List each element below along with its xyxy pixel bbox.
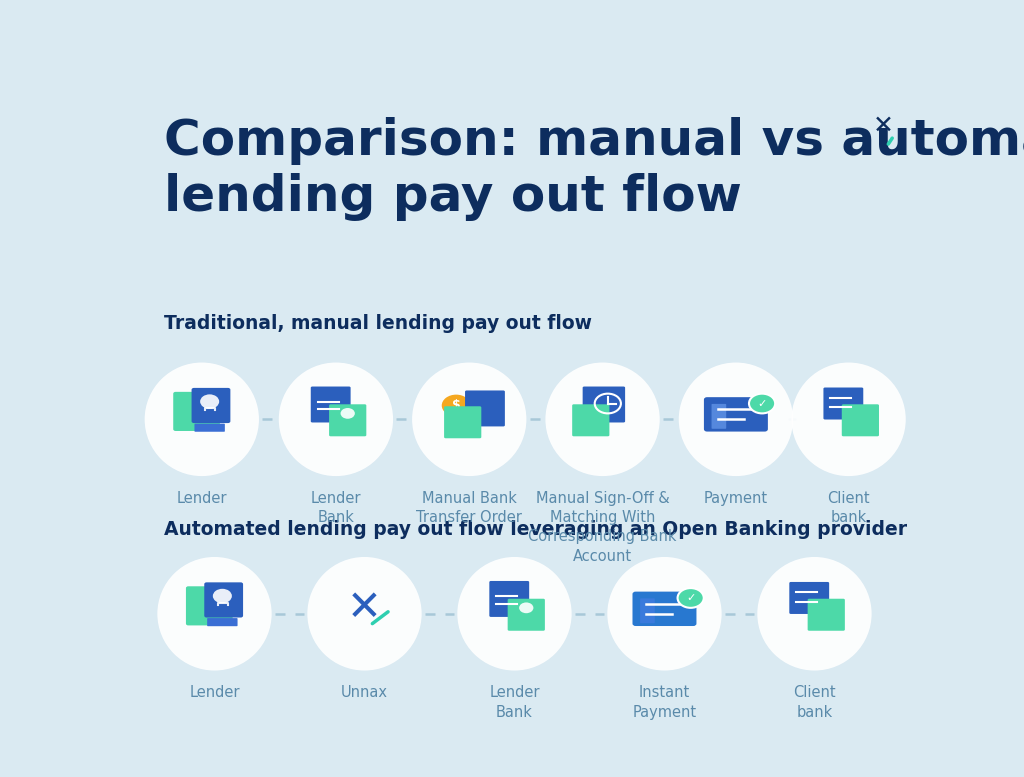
FancyBboxPatch shape	[633, 591, 696, 626]
Text: Lender
Bank: Lender Bank	[489, 685, 540, 720]
Text: Lender: Lender	[176, 491, 227, 506]
Text: Lender
Bank: Lender Bank	[310, 491, 361, 525]
FancyBboxPatch shape	[207, 618, 238, 626]
FancyBboxPatch shape	[703, 397, 768, 431]
FancyBboxPatch shape	[329, 404, 367, 437]
Ellipse shape	[679, 363, 793, 476]
Circle shape	[200, 395, 219, 409]
Text: Payment: Payment	[703, 491, 768, 506]
Circle shape	[749, 394, 775, 413]
Text: Traditional, manual lending pay out flow: Traditional, manual lending pay out flow	[164, 314, 592, 333]
Text: Client
bank: Client bank	[827, 491, 870, 525]
Ellipse shape	[307, 557, 422, 671]
FancyBboxPatch shape	[186, 587, 232, 625]
FancyBboxPatch shape	[204, 582, 243, 618]
Circle shape	[519, 602, 534, 613]
Text: Client
bank: Client bank	[794, 685, 836, 720]
Ellipse shape	[607, 557, 722, 671]
FancyBboxPatch shape	[823, 388, 863, 420]
Text: ✕: ✕	[347, 587, 382, 629]
Text: Automated lending pay out flow leveraging an Open Banking provider: Automated lending pay out flow leveragin…	[164, 520, 907, 539]
Ellipse shape	[792, 363, 906, 476]
FancyBboxPatch shape	[489, 581, 529, 617]
Circle shape	[678, 588, 703, 608]
Circle shape	[213, 589, 231, 603]
FancyBboxPatch shape	[583, 386, 625, 423]
Text: ✓: ✓	[686, 593, 695, 603]
Ellipse shape	[412, 363, 526, 476]
FancyBboxPatch shape	[173, 392, 220, 431]
Text: Unnax: Unnax	[341, 685, 388, 701]
Ellipse shape	[758, 557, 871, 671]
FancyBboxPatch shape	[842, 404, 879, 437]
FancyBboxPatch shape	[191, 388, 230, 423]
Text: ✕: ✕	[872, 114, 894, 138]
Text: Instant
Payment: Instant Payment	[633, 685, 696, 720]
FancyBboxPatch shape	[310, 386, 350, 423]
Ellipse shape	[546, 363, 659, 476]
Text: Lender: Lender	[189, 685, 240, 701]
FancyBboxPatch shape	[808, 599, 845, 631]
FancyBboxPatch shape	[572, 404, 609, 437]
FancyBboxPatch shape	[712, 404, 726, 429]
Text: Comparison: manual vs automated
lending pay out flow: Comparison: manual vs automated lending …	[164, 117, 1024, 221]
Circle shape	[441, 395, 471, 416]
Ellipse shape	[279, 363, 393, 476]
FancyBboxPatch shape	[444, 406, 481, 438]
Text: Manual Sign-Off &
Matching With
Corresponding Bank
Account: Manual Sign-Off & Matching With Correspo…	[528, 491, 677, 563]
Circle shape	[341, 408, 355, 419]
Ellipse shape	[458, 557, 571, 671]
Text: ✓: ✓	[758, 399, 767, 409]
FancyBboxPatch shape	[195, 423, 225, 432]
Text: Manual Bank
Transfer Order: Manual Bank Transfer Order	[417, 491, 522, 525]
FancyBboxPatch shape	[790, 582, 829, 614]
Text: $: $	[452, 399, 461, 412]
FancyBboxPatch shape	[465, 391, 505, 427]
Ellipse shape	[158, 557, 271, 671]
FancyBboxPatch shape	[508, 599, 545, 631]
Ellipse shape	[144, 363, 259, 476]
FancyBboxPatch shape	[640, 598, 654, 623]
